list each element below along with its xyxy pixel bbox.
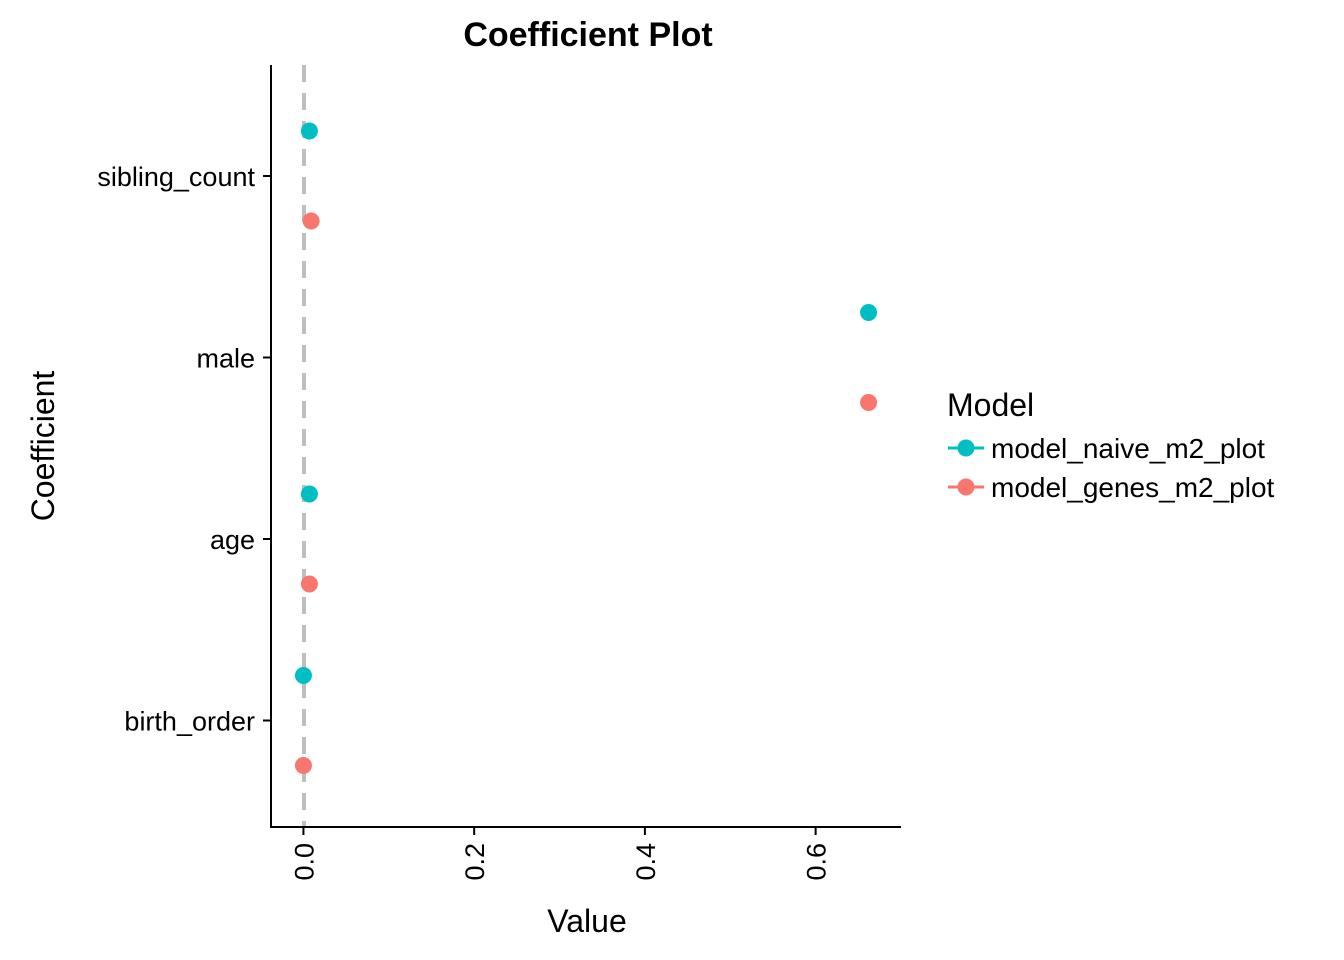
legend-label-model-naive-m2-plot: model_naive_m2_plot bbox=[991, 433, 1265, 464]
legend-title: Model bbox=[947, 387, 1034, 423]
y-tick-label-sibling-count: sibling_count bbox=[97, 162, 255, 192]
y-axis-ticks: birth_order age male sibling_count bbox=[97, 162, 271, 737]
legend-items: model_naive_m2_plot model_genes_m2_plot bbox=[948, 433, 1275, 503]
chart-title: Coefficient Plot bbox=[463, 16, 712, 54]
point-model-naive-m2-plot-age bbox=[300, 485, 318, 503]
x-tick-label: 0.4 bbox=[631, 843, 661, 881]
y-tick-label-male: male bbox=[196, 344, 255, 374]
y-axis-title: Coefficient bbox=[25, 371, 61, 522]
legend-key-model-genes-m2-plot bbox=[957, 478, 975, 496]
legend: Model model_naive_m2_plot model_genes_m2_… bbox=[947, 387, 1275, 503]
x-axis-title: Value bbox=[547, 903, 626, 939]
point-model-genes-m2-plot-age bbox=[300, 575, 318, 593]
point-model-naive-m2-plot-male bbox=[860, 304, 878, 321]
x-tick-label: 0.0 bbox=[289, 843, 319, 881]
y-tick-label-birth-order: birth_order bbox=[124, 707, 255, 737]
point-model-genes-m2-plot-sibling-count bbox=[302, 212, 320, 230]
x-tick-label: 0.6 bbox=[802, 843, 832, 881]
y-tick-label-age: age bbox=[210, 525, 255, 555]
data-points bbox=[294, 122, 878, 774]
x-tick-label: 0.2 bbox=[460, 843, 490, 881]
x-axis-ticks: 0.0 0.2 0.4 0.6 bbox=[289, 827, 832, 881]
point-model-naive-m2-plot-birth-order bbox=[294, 667, 312, 684]
point-model-genes-m2-plot-birth-order bbox=[294, 757, 312, 774]
point-model-genes-m2-plot-male bbox=[860, 394, 878, 411]
point-model-naive-m2-plot-sibling-count bbox=[300, 122, 318, 140]
legend-key-model-naive-m2-plot bbox=[957, 439, 975, 457]
legend-label-model-genes-m2-plot: model_genes_m2_plot bbox=[991, 472, 1275, 503]
